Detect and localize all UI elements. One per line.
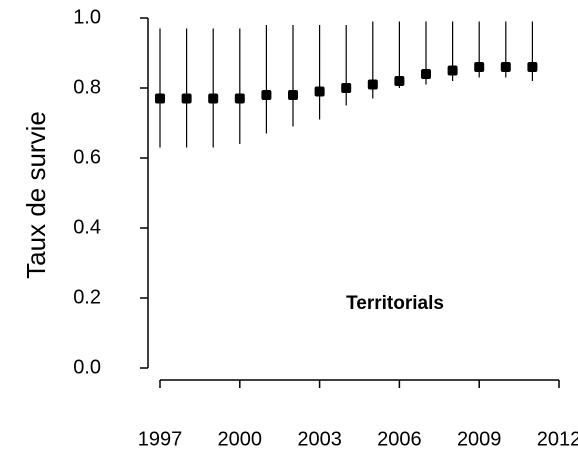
point (261, 90, 272, 100)
point (367, 79, 378, 90)
point (314, 86, 325, 97)
y-tick-label: 0.4 (73, 216, 101, 238)
x-tick-label: 2003 (297, 428, 342, 450)
x-tick-label: 2000 (218, 428, 263, 450)
point (208, 93, 219, 104)
x-tick-label: 2006 (377, 428, 422, 450)
y-tick-label: 0.8 (73, 76, 101, 98)
y-tick-label: 0.2 (73, 286, 101, 308)
point (288, 90, 298, 100)
point (155, 93, 165, 104)
point (421, 69, 431, 79)
point (474, 62, 485, 72)
x-tick-label: 2009 (457, 428, 502, 450)
y-tick-label: 1.0 (73, 6, 101, 28)
y-tick-label: 0.0 (73, 356, 101, 378)
point (500, 62, 511, 72)
x-tick-label: 1997 (138, 428, 183, 450)
y-tick-label: 0.6 (73, 146, 101, 168)
annotation: Territorials (346, 293, 444, 314)
point (527, 62, 538, 72)
x-tick-label: 2012 (537, 428, 578, 450)
point (394, 76, 405, 86)
y-axis-label: Taux de survie (21, 111, 51, 279)
point (234, 93, 245, 104)
point (341, 83, 352, 93)
point (447, 65, 458, 76)
point (181, 93, 192, 104)
